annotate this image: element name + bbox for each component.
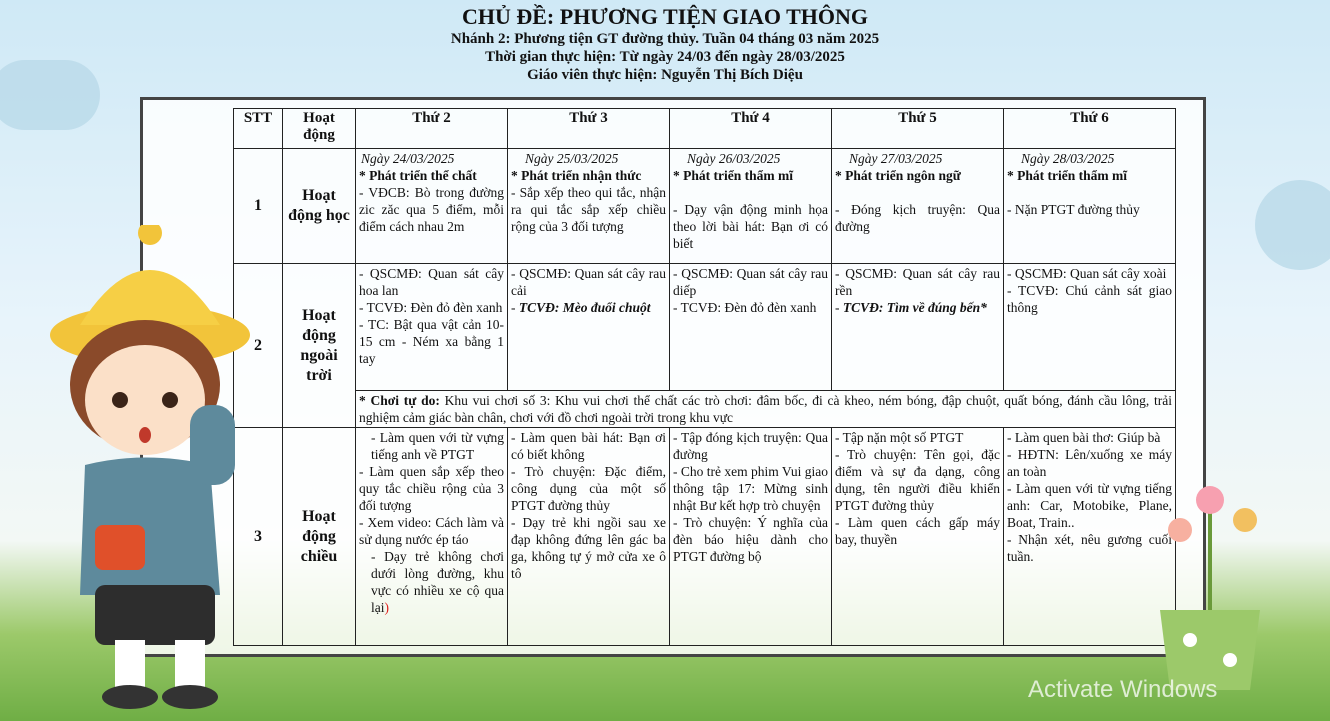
cell-text: - Dạy trẻ khi ngồi sau xe đạp không đứng…	[511, 515, 666, 581]
table-cell: Ngày 27/03/2025 * Phát triển ngôn ngữ - Đó…	[831, 148, 1004, 264]
cell-text: - Làm quen sắp xếp theo quy tắc chiều rộ…	[359, 464, 504, 513]
free-play-text: Khu vui chơi số 3: Khu vui chơi thể chất…	[359, 393, 1172, 425]
area-label: * Phát triển thể chất	[359, 168, 477, 183]
flower-pot-illustration	[1160, 486, 1260, 690]
cell-text: - Đóng kịch truyện: Qua đường	[835, 202, 1000, 234]
cell-text: - Làm quen bài thơ: Giúp bà	[1007, 430, 1161, 445]
schedule-table: STT Hoạt động Thứ 2 Thứ 3 Thứ 4 Thứ 5 Th…	[233, 108, 1176, 646]
cell-text: - Trò chuyện: Tên gọi, đặc điểm và sự đa…	[835, 447, 1000, 513]
cell-text: - VĐCB: Bò trong đường zic zăc qua 5 điể…	[359, 185, 504, 234]
table-row: 1 Hoạt động học Ngày 24/03/2025 * Phát tr…	[233, 148, 1176, 264]
cloud-decoration	[0, 60, 100, 130]
table-cell: - Tập đóng kịch truyện: Qua đường - Cho t…	[669, 427, 832, 646]
cell-text: - QSCMĐ: Quan sát cây rau rền	[835, 266, 1000, 298]
cell-text: - HĐTN: Lên/xuống xe máy an toàn	[1007, 447, 1172, 479]
cell-text: - QSCMĐ: Quan sát cây hoa lan	[359, 266, 504, 298]
header-cell: Thứ 5	[831, 108, 1004, 149]
header-cell: Thứ 3	[507, 108, 670, 149]
document-header: CHỦ ĐỀ: PHƯƠNG TIỆN GIAO THÔNG Nhánh 2: …	[0, 4, 1330, 84]
header-cell: Thứ 4	[669, 108, 832, 149]
cell-text: - Cho trẻ xem phim Vui giao thông tập 17…	[673, 464, 828, 513]
header-cell: Thứ 6	[1003, 108, 1176, 149]
date-label: Ngày 25/03/2025	[525, 151, 619, 166]
cell-text: - QSCMĐ: Quan sát cây rau diếp	[673, 266, 828, 298]
header-cell: Thứ 2	[355, 108, 508, 149]
cell-text: - Trò chuyện: Đặc điểm, công dụng của mộ…	[511, 464, 666, 513]
teacher-line: Giáo viên thực hiện: Nguyễn Thị Bích Diệ…	[527, 67, 803, 83]
cell-text: - Làm quen bài hát: Bạn ơi có biết không	[511, 430, 666, 462]
cell-text: - Làm quen với từ vựng tiếng anh về PTGT	[371, 430, 504, 462]
free-play-row: * Chơi tự do: Khu vui chơi số 3: Khu vui…	[234, 390, 1176, 428]
table-cell: - Làm quen bài hát: Bạn ơi có biết không…	[507, 427, 670, 646]
branch-line: Nhánh 2: Phương tiện GT đường thủy. Tuần…	[450, 31, 880, 47]
free-play-cell: * Chơi tự do: Khu vui chơi số 3: Khu vui…	[355, 390, 1176, 428]
table-cell: - Làm quen với từ vựng tiếng anh về PTGT…	[355, 427, 508, 646]
table-cell: Ngày 25/03/2025 * Phát triển nhận thức - S…	[507, 148, 670, 264]
cell-text: TCVĐ: Tìm về đúng bến*	[842, 300, 987, 315]
cell-text: - Trò chuyện: Ý nghĩa của đèn báo hiệu d…	[673, 515, 828, 564]
stt-cell: 1	[233, 148, 283, 264]
free-play-label: * Chơi tự do:	[359, 393, 440, 408]
table-cell: - QSCMĐ: Quan sát cây hoa lan - TCVĐ: Đèn…	[355, 263, 508, 391]
cell-text: - TCVĐ: Đèn đỏ đèn xanh	[359, 300, 503, 315]
header-cell: STT	[233, 108, 283, 149]
cell-text: - QSCMĐ: Quan sát cây xoài	[1007, 266, 1167, 281]
cell-text: - Tập nặn một số PTGT	[835, 430, 964, 445]
cell-text: - Dạy vận động minh họa theo lời bài hát…	[673, 202, 828, 251]
boy-illustration	[50, 225, 250, 709]
activity-cell: Hoạt động ngoài trời	[282, 263, 356, 428]
table-cell: - QSCMĐ: Quan sát cây xoài - TCVĐ: Chú cả…	[1003, 263, 1176, 391]
cell-text: )	[384, 600, 390, 615]
cell-text: - Làm quen với từ vựng tiếng anh: Car, M…	[1007, 481, 1172, 530]
table-cell: - Tập nặn một số PTGT - Trò chuyện: Tên g…	[831, 427, 1004, 646]
table-cell: - Làm quen bài thơ: Giúp bà - HĐTN: Lên/x…	[1003, 427, 1176, 646]
cell-text: - Tập đóng kịch truyện: Qua đường	[673, 430, 828, 462]
cell-text: - Nặn PTGT đường thủy	[1007, 202, 1140, 217]
date-label: Ngày 28/03/2025	[1021, 151, 1115, 166]
cell-text: - Xem video: Cách làm và sử dụng nước ép…	[359, 515, 504, 547]
header-cell: Hoạt động	[282, 108, 356, 149]
area-label: * Phát triển thẩm mĩ	[1007, 168, 1127, 183]
table-cell: Ngày 28/03/2025 * Phát triển thẩm mĩ - Nặn…	[1003, 148, 1176, 264]
page-title: CHỦ ĐỀ: PHƯƠNG TIỆN GIAO THÔNG	[461, 4, 869, 29]
area-label: * Phát triển ngôn ngữ	[835, 168, 961, 183]
stt-cell: 3	[233, 427, 283, 646]
table-cell: Ngày 26/03/2025 * Phát triển thẩm mĩ - Dạy…	[669, 148, 832, 264]
cell-text: - QSCMĐ: Quan sát cây rau cải	[511, 266, 666, 298]
table-cell: - QSCMĐ: Quan sát cây rau cải - TCVĐ: Mèo…	[507, 263, 670, 391]
cell-text: TCVĐ: Mèo đuổi chuột	[518, 300, 651, 315]
cloud-decoration	[1255, 180, 1330, 270]
activity-cell: Hoạt động học	[282, 148, 356, 264]
date-label: Ngày 26/03/2025	[687, 151, 781, 166]
table-row: 2 Hoạt động ngoài trời - QSCMĐ: Quan sát…	[233, 263, 1176, 428]
table-row: 3 Hoạt động chiều - Làm quen với từ vựng…	[233, 427, 1176, 646]
cell-text: - TC: Bật qua vật cản 10-15 cm - Ném xa …	[359, 317, 504, 366]
time-line: Thời gian thực hiện: Từ ngày 24/03 đến n…	[485, 49, 845, 65]
area-label: * Phát triển nhận thức	[511, 168, 642, 183]
cell-text: - TCVĐ: Đèn đỏ đèn xanh	[673, 300, 817, 315]
cell-text: - Dạy trẻ không chơi dưới lòng đường, kh…	[371, 549, 504, 615]
area-label: * Phát triển thẩm mĩ	[673, 168, 793, 183]
table-cell: - QSCMĐ: Quan sát cây rau rền - TCVĐ: Tìm…	[831, 263, 1004, 391]
cell-text: - Sắp xếp theo qui tắc, nhận ra qui tắc …	[511, 185, 666, 234]
table-cell: Ngày 24/03/2025 * Phát triển thể chất - VĐ…	[355, 148, 508, 264]
activate-windows-watermark: Activate Windows	[1028, 676, 1218, 703]
cell-text: - TCVĐ: Chú cảnh sát giao thông	[1007, 283, 1172, 315]
table-cell: - QSCMĐ: Quan sát cây rau diếp - TCVĐ: Đè…	[669, 263, 832, 391]
cell-text: - Nhận xét, nêu gương cuối tuần.	[1007, 532, 1172, 564]
table-header-row: STT Hoạt động Thứ 2 Thứ 3 Thứ 4 Thứ 5 Th…	[233, 108, 1176, 149]
date-label: Ngày 24/03/2025	[361, 151, 455, 166]
date-label: Ngày 27/03/2025	[849, 151, 943, 166]
activity-cell: Hoạt động chiều	[282, 427, 356, 646]
cell-text: - Làm quen cách gấp máy bay, thuyền	[835, 515, 1000, 547]
